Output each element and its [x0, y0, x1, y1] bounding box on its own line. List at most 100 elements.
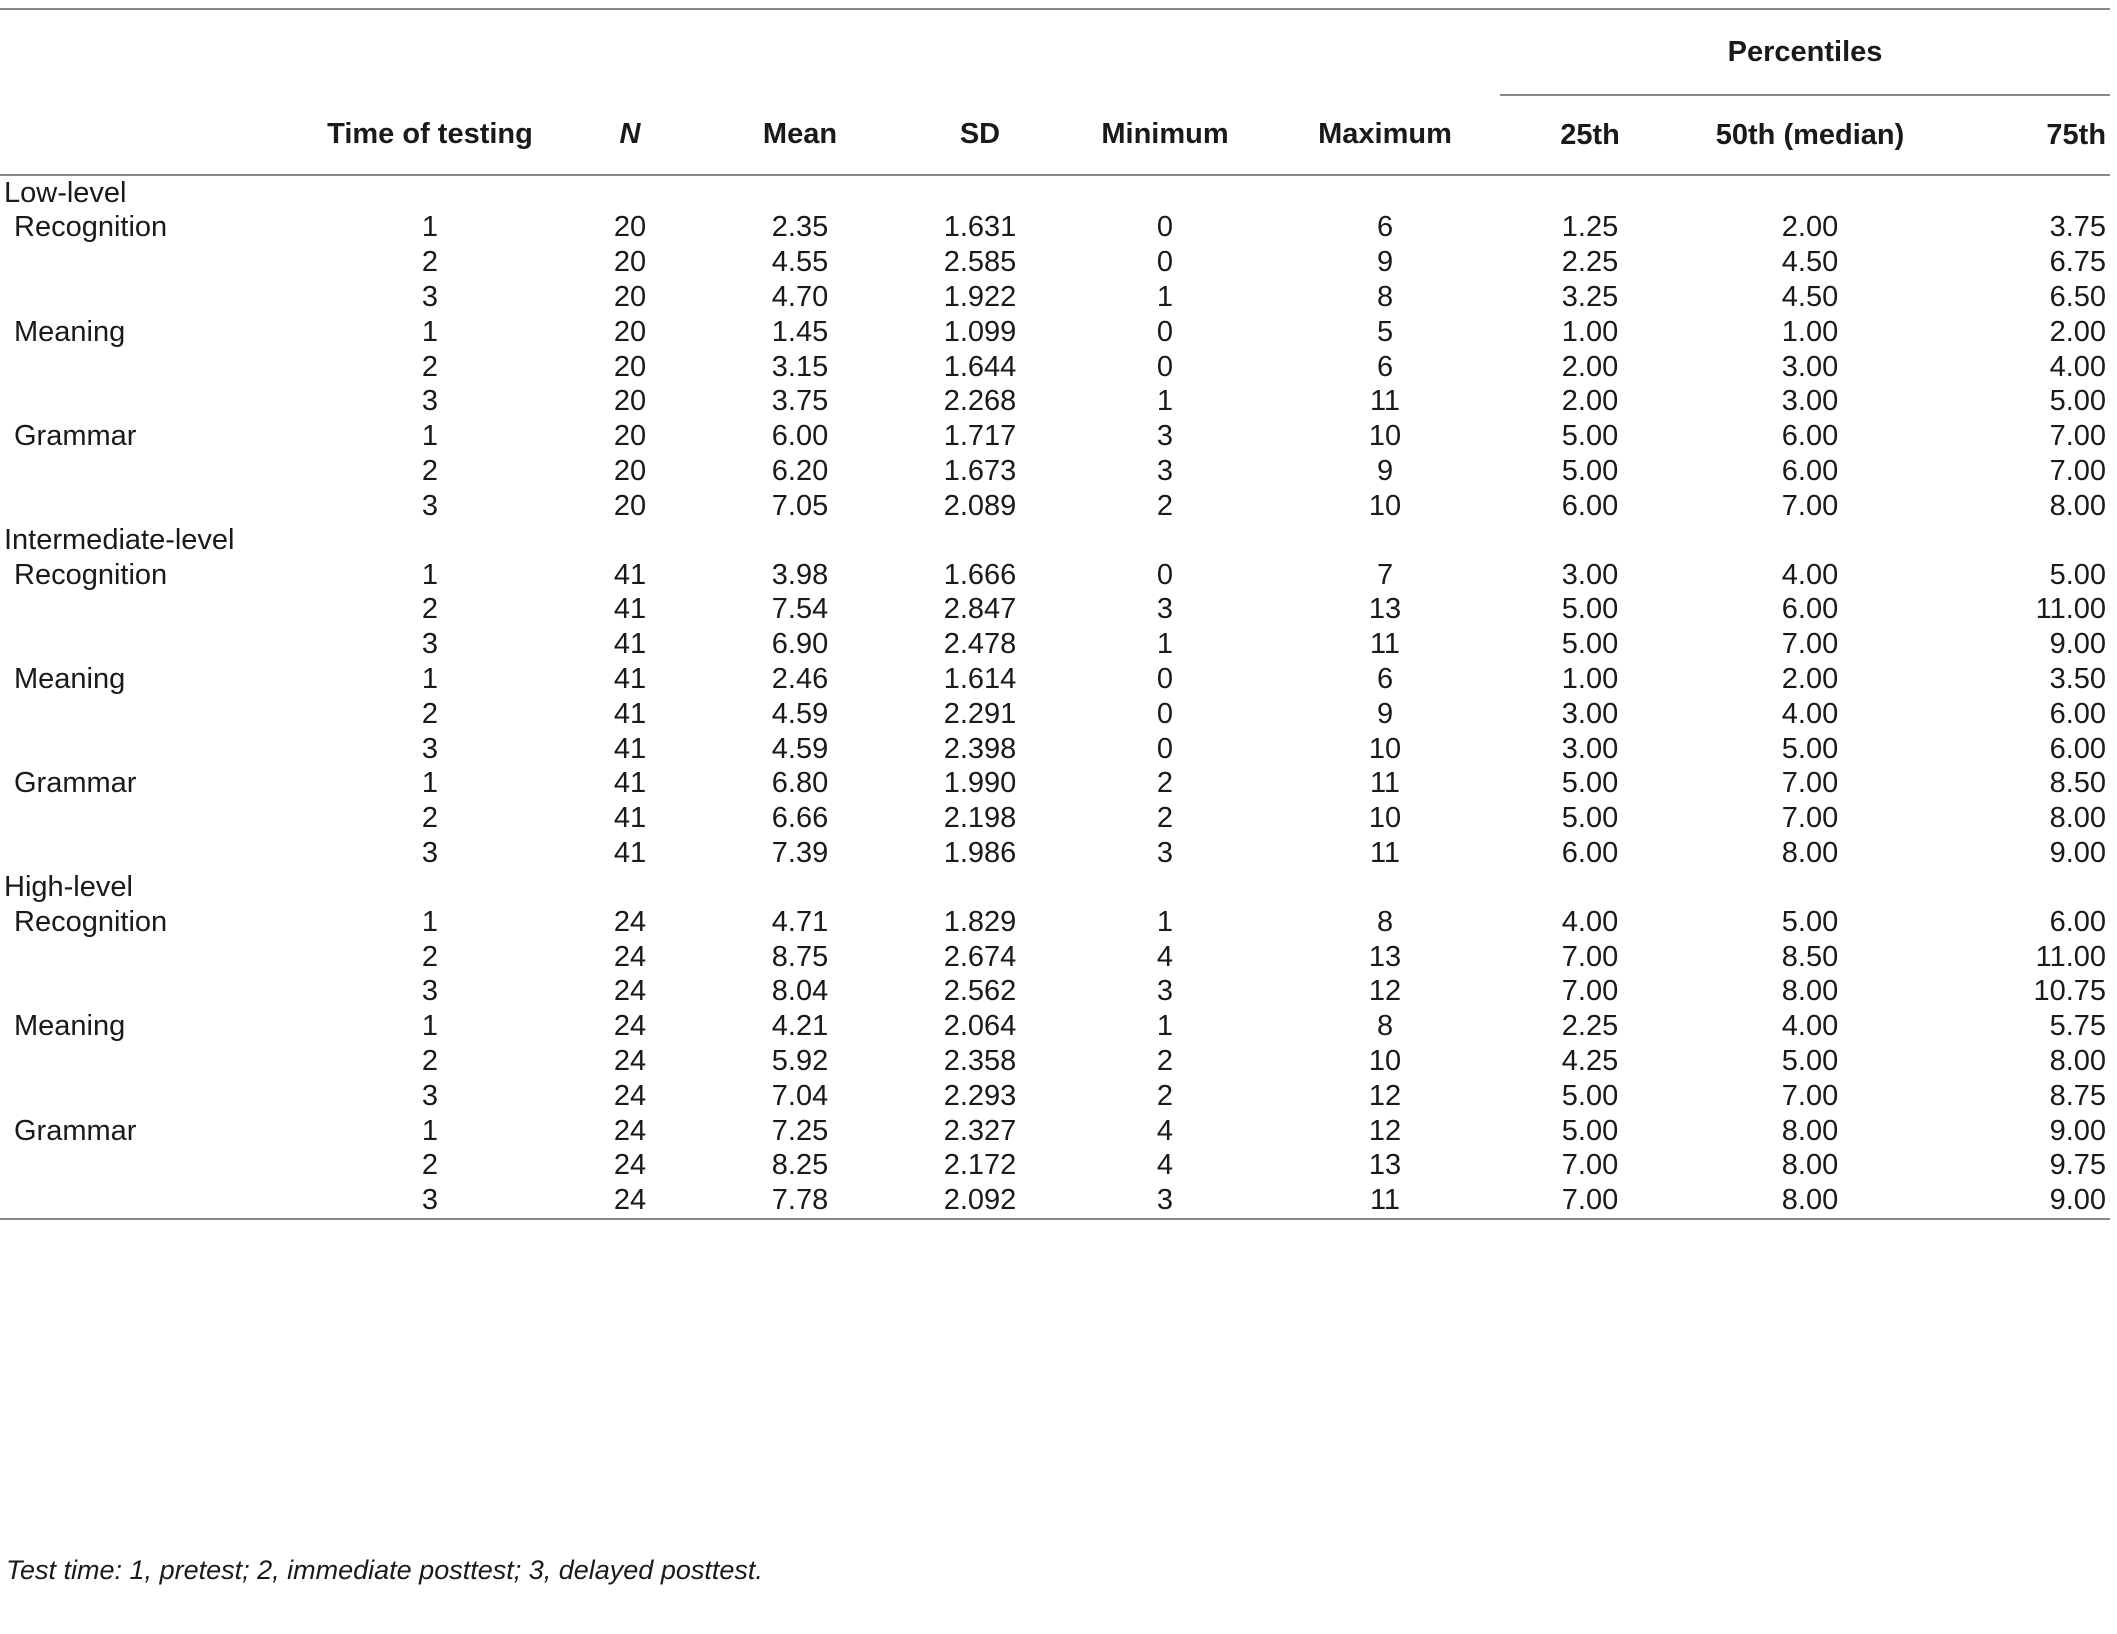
cell-minimum: 3 — [1156, 975, 1174, 1008]
cell-time: 1 — [421, 767, 439, 800]
cell-mean: 4.55 — [771, 246, 829, 279]
cell-time: 3 — [421, 385, 439, 418]
cell-n: 24 — [613, 940, 647, 973]
cell-sd: 1.666 — [943, 558, 1017, 591]
table-body: Low-level Recognition 1 20 2.35 1.631 0 6 1.25 2.… — [0, 175, 2111, 1220]
cell-maximum: 11 — [1369, 836, 1401, 869]
group-row: Intermediate-level — [0, 523, 2110, 557]
cell-time: 2 — [421, 454, 439, 487]
cell-time: 2 — [421, 697, 439, 730]
cell-p75: 5.00 — [2049, 558, 2107, 591]
cell-p75: 6.00 — [2049, 905, 2107, 938]
group-row: High-level — [0, 870, 2110, 904]
cell-mean: 1.45 — [771, 315, 829, 348]
cell-p50: 8.00 — [1781, 836, 1839, 869]
cell-p75: 5.75 — [2049, 1010, 2107, 1043]
table-row: 2 20 6.20 1.673 3 9 5.00 6.00 7.00 — [0, 454, 2110, 489]
measure-label: Grammar — [14, 420, 137, 453]
cell-minimum: 3 — [1156, 593, 1174, 626]
table-row: Recognition 1 20 2.35 1.631 0 6 1.25 2.00 3.75 — [0, 210, 2110, 245]
cell-p50: 8.00 — [1680, 1182, 1941, 1220]
measure-label: Grammar — [14, 1114, 137, 1147]
table-row: Recognition 1 24 4.71 1.829 1 8 4.00 5.00 6.00 — [0, 904, 2110, 939]
cell-p25: 7.00 — [1500, 1182, 1681, 1220]
measure-label-empty — [0, 488, 300, 523]
header-n: N — [560, 95, 700, 176]
cell-mean: 5.92 — [771, 1044, 829, 1077]
cell-p75: 8.00 — [2049, 489, 2107, 522]
cell-p75: 11.00 — [2035, 593, 2107, 626]
cell-mean: 8.75 — [771, 940, 829, 973]
cell-n: 20 — [613, 385, 647, 418]
cell-n: 24 — [613, 1044, 647, 1077]
cell-sd: 1.829 — [943, 905, 1017, 938]
table-row: Meaning 1 24 4.21 2.064 1 8 2.25 4.00 5.75 — [0, 1009, 2110, 1044]
cell-maximum: 11 — [1369, 628, 1401, 661]
cell-n: 24 — [613, 1010, 647, 1043]
cell-p25: 2.00 — [1561, 350, 1619, 383]
cell-minimum: 1 — [1156, 1010, 1174, 1043]
measure-label: Meaning — [14, 662, 126, 695]
measure-label-empty — [0, 280, 300, 315]
cell-minimum: 3 — [1156, 420, 1174, 453]
cell-time: 1 — [421, 662, 439, 695]
measure-label: Recognition — [14, 905, 168, 938]
cell-mean: 2.46 — [771, 662, 829, 695]
cell-maximum: 12 — [1368, 975, 1402, 1008]
cell-p25: 5.00 — [1561, 1079, 1619, 1112]
table-row: 3 24 7.78 2.092 3 11 7.00 8.00 9.00 — [0, 1182, 2111, 1220]
cell-p50: 4.50 — [1781, 280, 1839, 313]
cell-p25: 3.00 — [1561, 558, 1619, 591]
table-row: 3 20 3.75 2.268 1 11 2.00 3.00 5.00 — [0, 384, 2110, 419]
cell-p50: 7.00 — [1781, 767, 1839, 800]
group-row: Low-level — [0, 175, 2110, 210]
cell-minimum: 0 — [1156, 558, 1174, 591]
cell-sd: 1.717 — [943, 420, 1017, 453]
cell-mean: 8.04 — [771, 975, 829, 1008]
cell-minimum: 1 — [1156, 280, 1174, 313]
cell-n: 41 — [613, 628, 647, 661]
cell-maximum: 10 — [1368, 489, 1402, 522]
cell-p50: 1.00 — [1781, 315, 1839, 348]
cell-mean: 7.54 — [771, 593, 829, 626]
cell-time: 1 — [421, 315, 439, 348]
cell-time: 2 — [421, 802, 439, 835]
descriptive-statistics-table: Percentiles Time of testing N Mean SD Mi… — [0, 8, 2111, 1220]
cell-p25: 6.00 — [1561, 489, 1619, 522]
cell-maximum: 6 — [1376, 350, 1394, 383]
cell-minimum: 0 — [1156, 662, 1174, 695]
cell-n: 20 — [613, 489, 647, 522]
measure-label-empty — [0, 939, 300, 974]
cell-p25: 5.00 — [1561, 454, 1619, 487]
measure-label: Grammar — [14, 767, 137, 800]
cell-n: 20 — [613, 350, 647, 383]
cell-mean: 6.90 — [771, 628, 829, 661]
measure-label-empty — [0, 696, 300, 731]
table-row: 3 41 4.59 2.398 0 10 3.00 5.00 6.00 — [0, 731, 2110, 766]
cell-p75: 11.00 — [2035, 940, 2107, 973]
cell-maximum: 10 — [1368, 732, 1402, 765]
cell-p75: 8.00 — [2049, 1044, 2107, 1077]
cell-p25: 2.25 — [1561, 246, 1619, 279]
cell-maximum: 12 — [1368, 1079, 1402, 1112]
cell-n: 41 — [613, 697, 647, 730]
header-mean: Mean — [700, 95, 900, 176]
cell-minimum: 3 — [1156, 836, 1174, 869]
measure-label-empty — [0, 1148, 300, 1183]
cell-minimum: 1 — [1156, 628, 1174, 661]
header-minimum: Minimum — [1060, 95, 1270, 176]
measure-label: Meaning — [14, 315, 126, 348]
cell-n: 20 — [613, 211, 647, 244]
cell-maximum: 5 — [1376, 315, 1394, 348]
cell-p25: 5.00 — [1561, 628, 1619, 661]
cell-minimum: 2 — [1156, 1079, 1174, 1112]
cell-n: 20 — [613, 315, 647, 348]
table-row: 2 24 5.92 2.358 2 10 4.25 5.00 8.00 — [0, 1044, 2110, 1079]
cell-time: 1 — [421, 1010, 439, 1043]
cell-p75: 3.75 — [2049, 211, 2107, 244]
cell-p50: 5.00 — [1781, 905, 1839, 938]
measure-label: Recognition — [14, 211, 168, 244]
cell-p75: 6.00 — [2049, 732, 2107, 765]
header-p25: 25th — [1500, 95, 1681, 176]
measure-label-empty — [0, 627, 300, 662]
